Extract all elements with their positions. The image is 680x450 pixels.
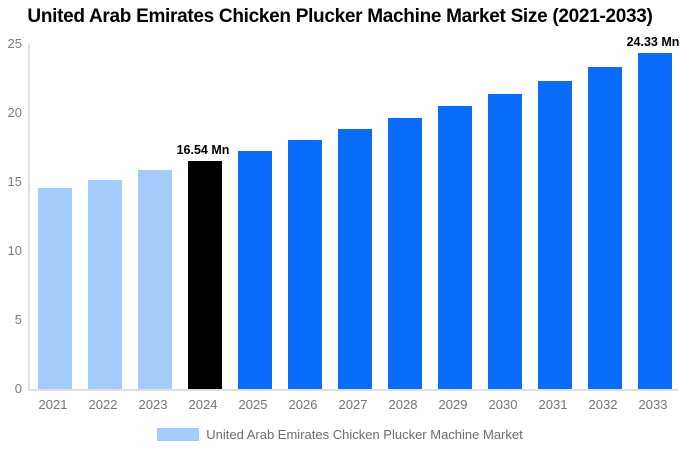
x-tick-2032: 2032: [588, 397, 618, 412]
x-tick-2027: 2027: [338, 397, 368, 412]
bar-2022[interactable]: [88, 179, 122, 389]
legend-label[interactable]: United Arab Emirates Chicken Plucker Mac…: [206, 426, 523, 442]
x-tick-2022: 2022: [88, 397, 118, 412]
x-tick-2028: 2028: [388, 397, 418, 412]
bar-2032[interactable]: [588, 67, 622, 389]
bar-2031[interactable]: [538, 80, 572, 389]
x-tick-2031: 2031: [538, 397, 568, 412]
bar-2024[interactable]: [188, 160, 222, 389]
x-tick-2021: 2021: [38, 397, 68, 412]
x-tick-2025: 2025: [238, 397, 268, 412]
bar-2026[interactable]: [288, 140, 322, 389]
x-tick-2024: 2024: [188, 397, 218, 412]
plot-area: [28, 44, 678, 391]
y-tick-25: 25: [7, 36, 22, 51]
x-tick-2023: 2023: [138, 397, 168, 412]
bar-2033[interactable]: [638, 53, 672, 389]
bar-2028[interactable]: [388, 118, 422, 389]
y-tick-0: 0: [14, 381, 22, 396]
bar-2025[interactable]: [238, 150, 272, 389]
bar-2023[interactable]: [138, 170, 172, 389]
x-tick-2026: 2026: [288, 397, 318, 412]
y-tick-10: 10: [7, 243, 22, 258]
bar-2030[interactable]: [488, 93, 522, 389]
y-tick-20: 20: [7, 105, 22, 120]
y-tick-15: 15: [7, 174, 22, 189]
chart-title: United Arab Emirates Chicken Plucker Mac…: [27, 6, 653, 27]
bar-2021[interactable]: [38, 188, 72, 389]
y-tick-5: 5: [14, 312, 22, 327]
bar-2027[interactable]: [338, 129, 372, 389]
x-tick-2029: 2029: [438, 397, 468, 412]
bar-value-label-2033: 24.33 Mn: [626, 35, 680, 50]
bar-value-label-2024: 16.54 Mn: [176, 142, 230, 157]
legend[interactable]: United Arab Emirates Chicken Plucker Mac…: [0, 424, 680, 444]
x-tick-2033: 2033: [638, 397, 668, 412]
bar-2029[interactable]: [438, 106, 472, 389]
x-tick-2030: 2030: [488, 397, 518, 412]
legend-swatch[interactable]: [157, 427, 200, 441]
